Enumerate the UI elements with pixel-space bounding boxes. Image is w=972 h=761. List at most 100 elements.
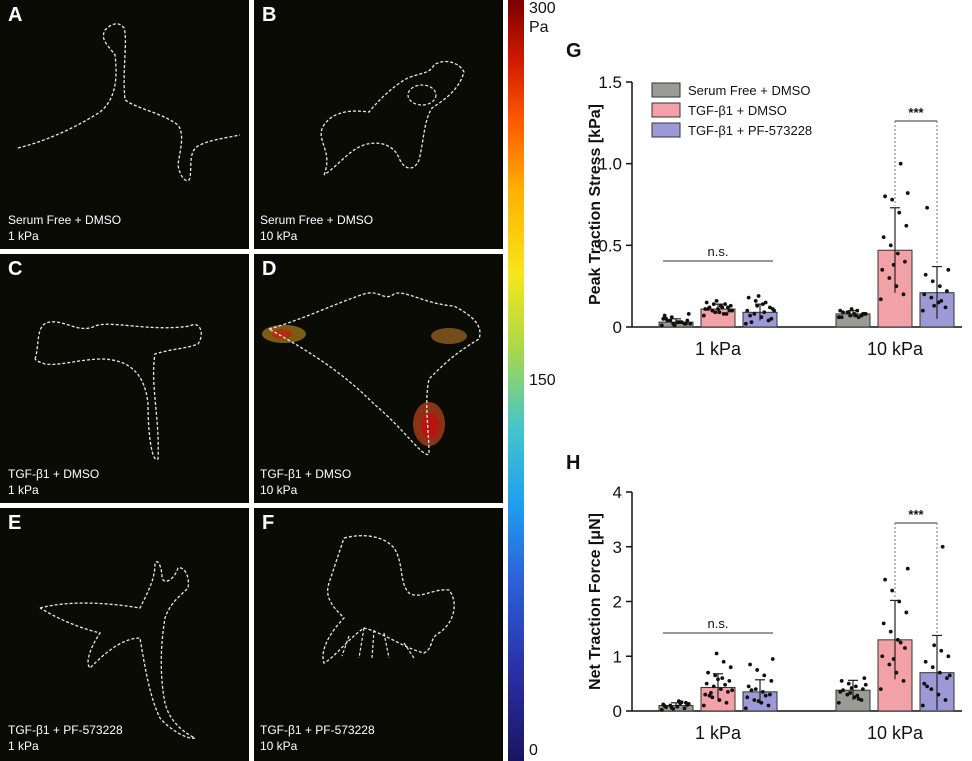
data-point: [929, 687, 934, 691]
data-point: [943, 698, 948, 702]
data-point: [743, 321, 748, 326]
y-tick-label: 0.5: [598, 236, 622, 255]
caption-stiffness: 10 kPa: [260, 229, 298, 243]
data-point: [664, 705, 668, 710]
data-point: [937, 670, 942, 675]
colorbar-max-label: 300: [529, 0, 556, 17]
data-point: [720, 676, 725, 681]
data-point: [760, 689, 765, 694]
data-point: [923, 272, 928, 277]
data-point: [710, 695, 715, 700]
data-point: [930, 279, 935, 284]
data-point: [746, 684, 751, 689]
data-point: [923, 659, 928, 664]
data-point: [748, 313, 752, 318]
data-point: [841, 310, 845, 315]
data-point: [728, 303, 733, 308]
data-point: [718, 687, 723, 691]
data-point: [936, 692, 941, 697]
data-point: [659, 323, 664, 328]
data-point: [665, 318, 670, 323]
chart-letter-g: G: [566, 40, 582, 62]
data-point: [849, 686, 854, 690]
data-point: [894, 284, 899, 289]
data-point: [701, 703, 706, 708]
panel-letter: F: [262, 512, 275, 534]
data-point: [730, 688, 735, 693]
data-point: [929, 295, 934, 300]
data-point: [769, 678, 774, 683]
data-point: [922, 681, 927, 686]
cell-outline-f: [322, 535, 455, 664]
data-point: [898, 161, 903, 166]
data-point: [703, 692, 708, 697]
data-point: [861, 687, 865, 691]
data-point: [759, 315, 764, 320]
data-point: [726, 305, 730, 310]
panel-caption: Serum Free + DMSO 1 kPa: [8, 212, 121, 244]
data-point: [682, 706, 687, 711]
legend-label: Serum Free + DMSO: [688, 83, 810, 98]
y-tick-label: 1.5: [598, 73, 622, 92]
data-point: [888, 243, 893, 248]
data-point: [936, 300, 941, 305]
data-point: [883, 577, 887, 582]
data-point: [856, 315, 861, 320]
colorbar-min-label: 0: [529, 742, 538, 759]
data-point: [713, 310, 718, 315]
cell-outline-a: [17, 23, 241, 182]
data-point: [686, 701, 691, 706]
data-point: [846, 310, 851, 315]
panel-d: D TGF-β1 + DMSO 10 kPa: [254, 254, 503, 503]
cell-outline-c: [34, 321, 202, 461]
significance-label: n.s.: [708, 244, 729, 259]
data-point: [904, 223, 909, 228]
data-point: [755, 668, 760, 672]
panel-caption: TGF-β1 + DMSO 10 kPa: [260, 466, 351, 498]
data-point: [901, 678, 906, 683]
data-point: [940, 544, 945, 549]
data-point: [679, 700, 684, 705]
data-point: [897, 599, 902, 604]
data-point: [688, 321, 693, 326]
data-point: [883, 194, 887, 199]
y-tick-label: 1.0: [598, 155, 622, 174]
panel-letter: B: [262, 4, 277, 26]
data-point: [721, 659, 726, 664]
data-point: [763, 693, 768, 698]
panel-c: C TGF-β1 + DMSO 1 kPa: [0, 254, 249, 503]
data-point: [848, 691, 853, 695]
data-point: [947, 673, 952, 678]
data-point: [890, 197, 895, 202]
data-point: [752, 698, 757, 702]
cell-outline-e: [39, 561, 197, 739]
data-point: [880, 654, 885, 659]
significance-label: ***: [908, 105, 924, 120]
cell-outline-b: [320, 60, 465, 176]
y-axis-label: Peak Traction Stress [kPa]: [587, 104, 604, 305]
caption-stiffness: 1 kPa: [8, 229, 39, 243]
data-point: [720, 305, 725, 310]
data-point: [721, 312, 726, 316]
caption-condition: Serum Free + DMSO: [260, 213, 374, 227]
data-point: [903, 646, 907, 650]
x-tick-label: 10 kPa: [867, 723, 924, 743]
panel-caption: TGF-β1 + PF-573228 1 kPa: [8, 722, 123, 754]
data-point: [662, 313, 667, 318]
data-point: [903, 259, 907, 264]
data-point: [701, 313, 706, 318]
data-point: [836, 700, 841, 705]
data-point: [707, 305, 712, 310]
data-point: [890, 588, 895, 593]
data-point: [755, 303, 760, 308]
data-point: [768, 692, 772, 697]
data-point: [845, 692, 850, 697]
data-point: [724, 700, 729, 705]
data-point: [930, 665, 935, 670]
data-point: [745, 308, 750, 313]
data-point: [863, 312, 868, 316]
legend-swatch: [651, 122, 681, 138]
data-point: [855, 693, 860, 698]
data-point: [709, 691, 713, 695]
